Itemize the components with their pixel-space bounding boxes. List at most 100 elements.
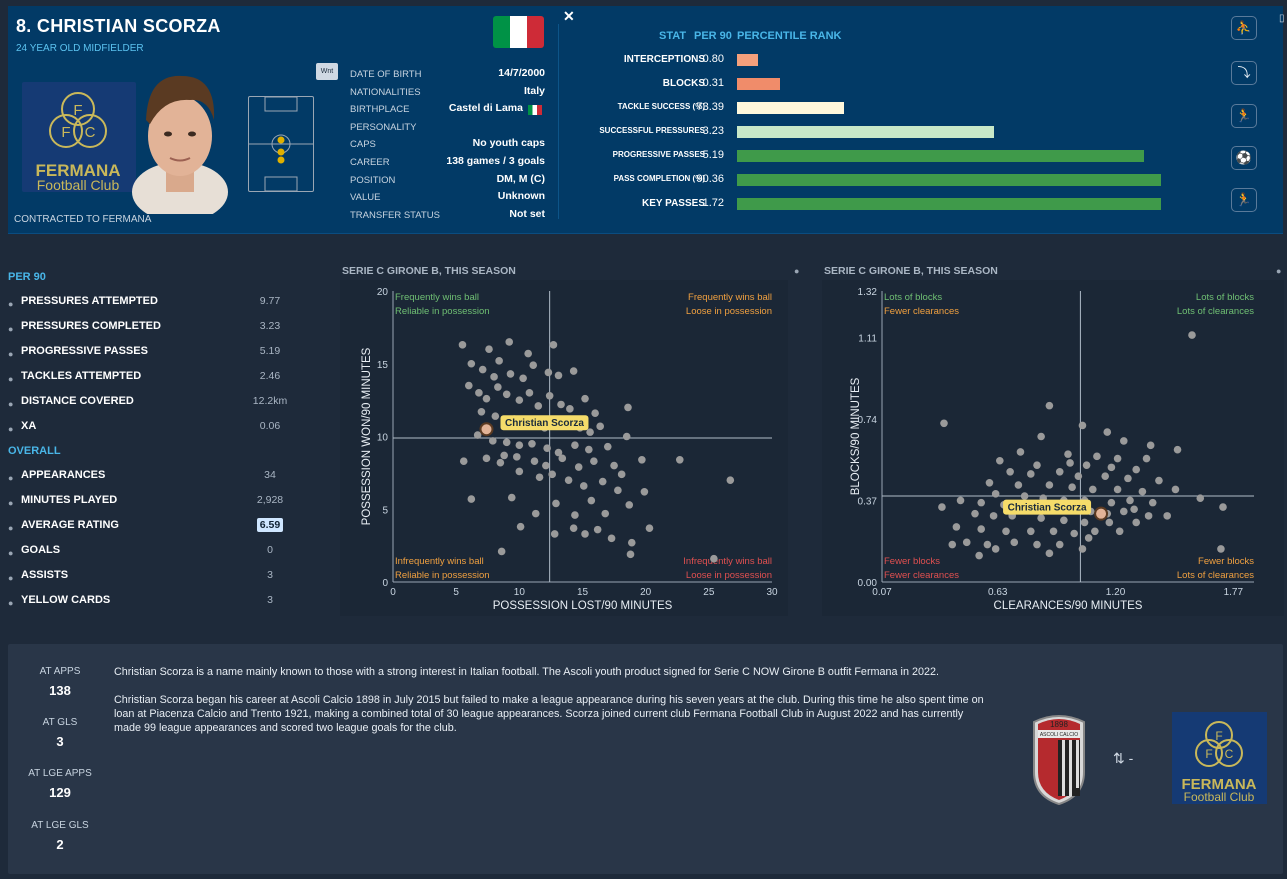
data-point — [977, 525, 985, 533]
stat-value: 90.36 — [696, 173, 724, 185]
data-point — [726, 476, 735, 484]
y-tick-label: 15 — [377, 360, 389, 371]
club-name-line1: FERMANA — [36, 161, 121, 180]
data-point — [675, 455, 684, 464]
quadrant-label: Reliable in possession — [395, 570, 490, 581]
chart2-menu-icon[interactable]: ● — [1276, 266, 1282, 276]
data-point — [1055, 540, 1064, 549]
ascoli-year: 1898 — [1050, 720, 1068, 729]
run-icon[interactable]: 🏃 — [1231, 104, 1257, 128]
fermana-crest-bottom-icon[interactable]: F F C FERMANA Football Club — [1172, 712, 1267, 804]
stat-row: ● GOALS 0 — [8, 544, 296, 564]
crest-letter-1: F — [73, 102, 82, 119]
data-point — [1060, 516, 1068, 525]
data-point — [513, 453, 521, 461]
slide-icon[interactable]: ⤵ — [1231, 61, 1257, 85]
data-point — [956, 496, 965, 505]
bullet-icon: ● — [8, 349, 14, 359]
club-name-line2: Football Club — [37, 177, 120, 192]
stat-value: 0.80 — [702, 53, 724, 65]
close-icon[interactable]: ✕ — [563, 8, 575, 24]
row-value-text: 0 — [267, 544, 273, 556]
data-point — [550, 530, 559, 538]
percentile-bar — [737, 174, 1161, 186]
data-point — [515, 441, 524, 450]
row-value: 2.46 — [250, 370, 290, 382]
stat-label: PROGRESSIVE PASSES — [612, 150, 705, 159]
quadrant-label: Lots of clearances — [1177, 570, 1254, 581]
club-logo[interactable]: F F C FERMANA Football Club — [22, 82, 136, 193]
bullet-icon: ● — [8, 548, 14, 558]
row-value-text: 3.23 — [259, 320, 281, 332]
data-point — [996, 456, 1004, 465]
quadrant-label: Frequently wins ball — [688, 292, 772, 303]
data-point — [1148, 498, 1157, 507]
percentile-bar — [737, 54, 759, 66]
data-point — [614, 486, 622, 495]
crest-letter-3: C — [85, 124, 96, 141]
crest-letter-2: F — [61, 124, 70, 141]
data-point — [1070, 529, 1078, 538]
data-point — [505, 338, 514, 346]
at-gls-value: 3 — [56, 734, 64, 749]
bullet-icon: ● — [8, 473, 14, 483]
data-point — [473, 431, 482, 439]
quadrant-label: Fewer blocks — [884, 556, 940, 567]
data-point — [591, 409, 599, 418]
data-point — [598, 477, 607, 486]
y-tick-label: 20 — [377, 287, 389, 298]
data-point — [971, 509, 979, 518]
stat-row: ● ASSISTS 3 — [8, 569, 296, 589]
data-point — [574, 463, 583, 471]
row-value: 5.19 — [250, 345, 290, 357]
data-point — [529, 361, 538, 370]
data-point — [1010, 538, 1019, 547]
row-value: 9.77 — [250, 295, 290, 307]
y-tick-label: 0.74 — [858, 415, 878, 426]
stat-row: ● PROGRESSIVE PASSES 5.19 — [8, 345, 296, 365]
quadrant-label: Reliable in possession — [395, 306, 490, 317]
data-point — [557, 400, 565, 409]
data-point — [983, 540, 992, 549]
row-label: MINUTES PLAYED — [21, 494, 118, 506]
y-tick-label: 1.11 — [858, 333, 877, 344]
sheet-icon[interactable]: ▯ — [1279, 13, 1285, 24]
ascoli-crest-icon[interactable]: 1898 ASCOLI CALCIO — [1030, 710, 1088, 811]
data-point — [1163, 512, 1171, 520]
data-point — [627, 538, 636, 547]
data-point — [1089, 485, 1097, 494]
data-point — [638, 455, 646, 464]
data-point — [590, 457, 598, 466]
info-label: PERSONALITY — [350, 122, 417, 133]
data-point — [482, 394, 491, 403]
data-point — [502, 438, 511, 447]
stat-row: ● YELLOW CARDS 3 — [8, 594, 296, 614]
data-point — [525, 389, 534, 397]
quadrant-label: Loose in possession — [686, 570, 772, 581]
dribble-icon[interactable]: ⚽ — [1231, 146, 1257, 170]
data-point — [593, 525, 602, 534]
data-point — [989, 512, 998, 520]
data-point — [1155, 476, 1163, 485]
shoot-icon[interactable]: 🏃 — [1231, 188, 1257, 212]
data-point — [545, 391, 554, 400]
info-value: Italy — [523, 85, 545, 97]
stat-value: 73.39 — [696, 101, 724, 113]
quadrant-label: Loose in possession — [686, 306, 772, 317]
wanted-badge[interactable]: Wnt — [316, 63, 338, 80]
data-point — [581, 530, 589, 538]
data-point — [465, 381, 473, 390]
chart1-menu-icon[interactable]: ● — [794, 266, 800, 276]
data-point — [1084, 534, 1093, 542]
tackle-icon[interactable]: ⛹ — [1231, 16, 1257, 40]
data-point — [554, 371, 563, 380]
data-point — [1045, 549, 1054, 558]
data-point — [1045, 401, 1054, 410]
data-point — [1037, 432, 1045, 441]
info-value: Unknown — [497, 190, 545, 202]
x-tick-label: 10 — [514, 587, 526, 598]
data-point — [601, 509, 610, 518]
quadrant-label: Fewer clearances — [884, 570, 959, 581]
data-point — [500, 451, 508, 460]
percentile-bar — [737, 102, 844, 114]
